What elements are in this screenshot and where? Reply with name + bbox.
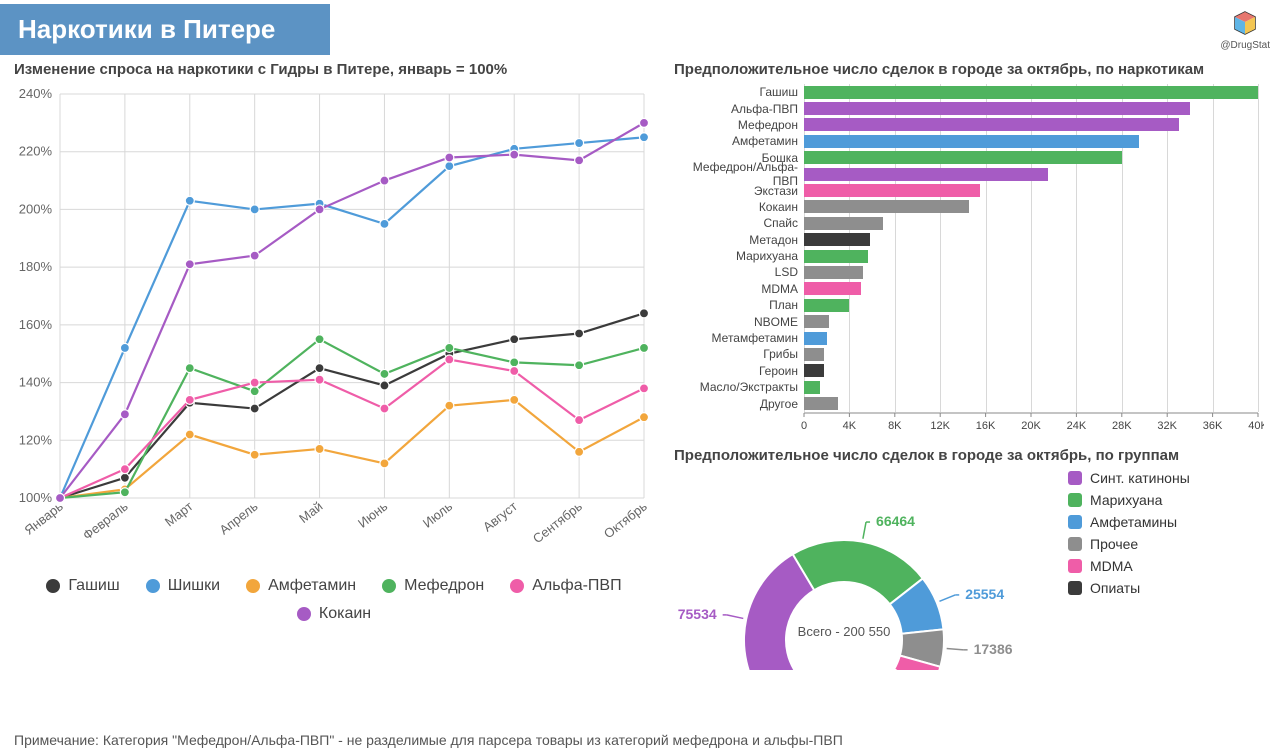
svg-text:Апрель: Апрель bbox=[217, 498, 261, 537]
bar-row: Метамфетамин bbox=[674, 330, 1264, 346]
svg-text:Февраль: Февраль bbox=[80, 498, 131, 542]
legend-item: Кокаин bbox=[297, 605, 371, 623]
svg-text:160%: 160% bbox=[19, 317, 53, 332]
svg-text:20K: 20K bbox=[1021, 420, 1041, 432]
svg-text:100%: 100% bbox=[19, 490, 53, 505]
svg-text:240%: 240% bbox=[19, 86, 53, 101]
bar-row: Другое bbox=[674, 395, 1264, 411]
donut-legend-item: Амфетамины bbox=[1068, 514, 1190, 530]
svg-text:12K: 12K bbox=[930, 420, 950, 432]
svg-text:220%: 220% bbox=[19, 144, 53, 159]
footnote: Примечание: Категория "Мефедрон/Альфа-ПВ… bbox=[14, 732, 843, 748]
svg-text:8K: 8K bbox=[888, 420, 902, 432]
bar-row: Мефедрон/Альфа-ПВП bbox=[674, 166, 1264, 182]
donut-chart: 75534664642555417386118663746Всего - 200… bbox=[674, 470, 1054, 670]
svg-text:66464: 66464 bbox=[876, 513, 915, 529]
svg-text:140%: 140% bbox=[19, 375, 53, 390]
bar-chart: ГашишАльфа-ПВПМефедронАмфетаминБошкаМефе… bbox=[674, 84, 1264, 412]
svg-text:Октябрь: Октябрь bbox=[601, 498, 650, 541]
bar-row: MDMA bbox=[674, 281, 1264, 297]
bar-row: NBOME bbox=[674, 313, 1264, 329]
svg-text:180%: 180% bbox=[19, 259, 53, 274]
svg-text:25554: 25554 bbox=[965, 586, 1004, 602]
legend-item: Шишки bbox=[146, 577, 220, 595]
line-chart-title: Изменение спроса на наркотики с Гидры в … bbox=[14, 61, 654, 78]
bar-row: План bbox=[674, 297, 1264, 313]
svg-text:Июль: Июль bbox=[420, 498, 456, 530]
bar-row: Марихуана bbox=[674, 248, 1264, 264]
svg-text:Август: Август bbox=[480, 499, 520, 535]
svg-text:40K: 40K bbox=[1248, 420, 1264, 432]
svg-text:32K: 32K bbox=[1157, 420, 1177, 432]
svg-text:Март: Март bbox=[162, 499, 196, 530]
bar-row: Амфетамин bbox=[674, 133, 1264, 149]
legend-item: Гашиш bbox=[46, 577, 119, 595]
legend-item: Альфа-ПВП bbox=[510, 577, 621, 595]
cube-icon bbox=[1228, 8, 1262, 38]
svg-text:36K: 36K bbox=[1203, 420, 1223, 432]
bar-row: Экстази bbox=[674, 182, 1264, 198]
bar-row: Грибы bbox=[674, 346, 1264, 362]
svg-text:Июнь: Июнь bbox=[355, 498, 390, 530]
bar-chart-axis: 0 4K 8K 12K 16K 20K 24K 28K 32K 36K 40K bbox=[674, 412, 1264, 434]
svg-text:Всего - 200 550: Всего - 200 550 bbox=[798, 624, 891, 639]
donut-legend-item: MDMA bbox=[1068, 558, 1190, 574]
svg-text:24K: 24K bbox=[1067, 420, 1087, 432]
bar-row: Кокаин bbox=[674, 199, 1264, 215]
line-chart-legend: Гашиш Шишки Амфетамин Мефедрон Альфа-ПВП Кока… bbox=[14, 577, 654, 623]
svg-text:17386: 17386 bbox=[974, 641, 1013, 657]
bar-row: LSD bbox=[674, 264, 1264, 280]
bar-row: Спайс bbox=[674, 215, 1264, 231]
svg-text:120%: 120% bbox=[19, 432, 53, 447]
page-title: Наркотики в Питере bbox=[0, 4, 330, 55]
svg-text:16K: 16K bbox=[976, 420, 996, 432]
bar-row: Метадон bbox=[674, 232, 1264, 248]
donut-title: Предположительное число сделок в городе … bbox=[674, 447, 1264, 464]
legend-item: Амфетамин bbox=[246, 577, 356, 595]
bar-row: Альфа-ПВП bbox=[674, 100, 1264, 116]
bar-row: Гашиш bbox=[674, 84, 1264, 100]
svg-text:28K: 28K bbox=[1112, 420, 1132, 432]
bar-row: Героин bbox=[674, 363, 1264, 379]
svg-text:200%: 200% bbox=[19, 201, 53, 216]
watermark: @DrugStat bbox=[1220, 40, 1270, 51]
bar-chart-title: Предположительное число сделок в городе … bbox=[674, 61, 1264, 78]
bar-row: Масло/Экстракты bbox=[674, 379, 1264, 395]
svg-text:75534: 75534 bbox=[678, 606, 717, 622]
logo: @DrugStat bbox=[1220, 8, 1270, 51]
legend-item: Мефедрон bbox=[382, 577, 484, 595]
donut-legend: Синт. катиноны Марихуана Амфетамины Прочее M… bbox=[1068, 470, 1190, 602]
donut-legend-item: Синт. катиноны bbox=[1068, 470, 1190, 486]
line-chart: 100%120%140%160%180%200%220%240%ЯнварьФе… bbox=[14, 84, 654, 554]
svg-text:4K: 4K bbox=[843, 420, 857, 432]
svg-text:Сентябрь: Сентябрь bbox=[530, 498, 585, 546]
svg-text:Май: Май bbox=[296, 499, 325, 527]
donut-legend-item: Опиаты bbox=[1068, 580, 1190, 596]
bar-row: Мефедрон bbox=[674, 117, 1264, 133]
donut-legend-item: Марихуана bbox=[1068, 492, 1190, 508]
svg-text:0: 0 bbox=[801, 420, 807, 432]
donut-legend-item: Прочее bbox=[1068, 536, 1190, 552]
